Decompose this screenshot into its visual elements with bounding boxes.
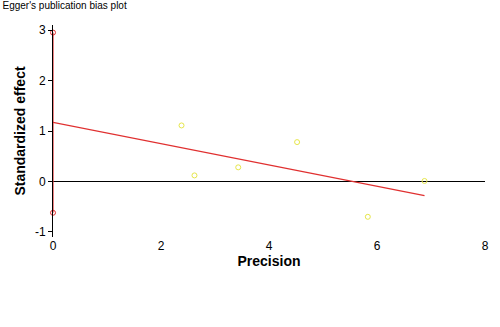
- svg-text:0: 0: [50, 239, 57, 253]
- svg-text:2: 2: [158, 239, 165, 253]
- svg-text:4: 4: [266, 239, 273, 253]
- svg-text:8: 8: [482, 239, 489, 253]
- svg-text:Egger's publication bias plot: Egger's publication bias plot: [3, 0, 127, 11]
- svg-text:Standardized effect: Standardized effect: [12, 66, 28, 195]
- svg-text:Precision: Precision: [237, 253, 300, 269]
- svg-text:-1: -1: [35, 225, 46, 239]
- svg-text:2: 2: [39, 74, 46, 88]
- svg-text:1: 1: [39, 124, 46, 138]
- svg-text:3: 3: [39, 23, 46, 37]
- svg-text:6: 6: [374, 239, 381, 253]
- svg-text:0: 0: [39, 175, 46, 189]
